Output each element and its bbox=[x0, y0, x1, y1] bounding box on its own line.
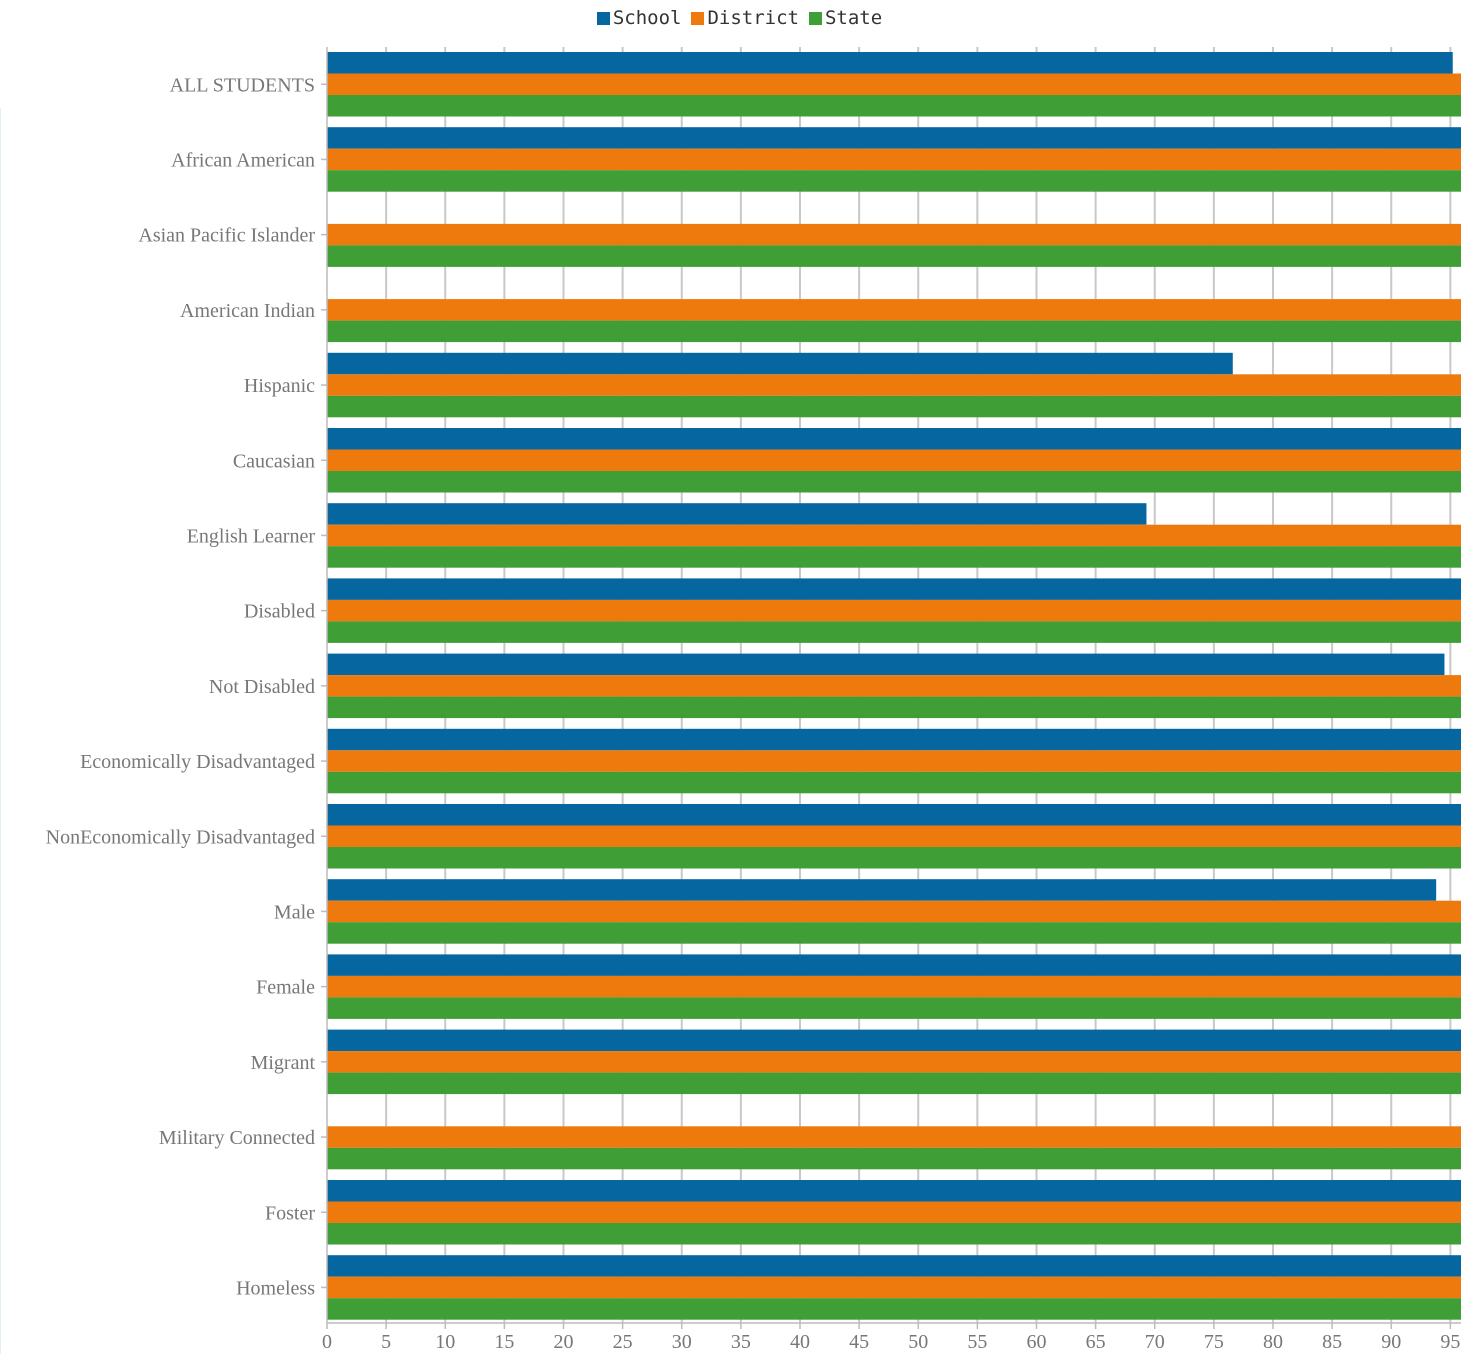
bar-district bbox=[327, 1051, 1461, 1073]
bar-state bbox=[327, 696, 1461, 719]
category-label: African American bbox=[171, 149, 315, 171]
category-label: Homeless bbox=[236, 1277, 315, 1299]
legend-label-state: State bbox=[824, 7, 883, 29]
bar-school bbox=[327, 503, 1147, 525]
bar-state bbox=[327, 245, 1461, 267]
x-tick-label: 65 bbox=[1086, 1331, 1106, 1353]
bar-district bbox=[327, 750, 1461, 772]
x-tick-label: 5 bbox=[381, 1331, 391, 1353]
bar-state bbox=[327, 771, 1461, 794]
bar-state bbox=[327, 546, 1461, 568]
bar-school bbox=[327, 653, 1445, 676]
bar-school bbox=[327, 127, 1461, 149]
legend-item-district[interactable]: District bbox=[691, 7, 799, 29]
x-tick-label: 40 bbox=[790, 1331, 810, 1353]
x-tick-label: 30 bbox=[672, 1331, 692, 1353]
legend-swatch-state bbox=[808, 12, 822, 25]
category-label: Foster bbox=[265, 1202, 315, 1224]
bar-state bbox=[327, 1223, 1461, 1245]
bar-district bbox=[327, 449, 1461, 471]
x-tick-label: 50 bbox=[908, 1331, 928, 1353]
legend-item-state[interactable]: State bbox=[808, 7, 883, 29]
axes: 0 5 10 15 20 25 30 35 40 45 50 55 60 65 70 75 80 85 90 95 AL… bbox=[46, 47, 1461, 1353]
bar-school bbox=[327, 578, 1461, 600]
bar-school bbox=[327, 728, 1461, 751]
category-label: Migrant bbox=[251, 1052, 316, 1074]
bar-district bbox=[327, 975, 1461, 998]
bar-school bbox=[327, 352, 1233, 375]
category-label: Not Disabled bbox=[209, 676, 315, 698]
x-tick-label: 10 bbox=[435, 1331, 455, 1353]
x-tick-label: 75 bbox=[1204, 1331, 1224, 1353]
bar-school bbox=[327, 879, 1437, 901]
bar-state bbox=[327, 997, 1461, 1019]
category-label: Asian Pacific Islander bbox=[138, 225, 315, 247]
chart-legend: School District State bbox=[0, 7, 1479, 29]
bar-school bbox=[327, 1255, 1461, 1277]
bar-state bbox=[327, 1147, 1461, 1170]
bar-state bbox=[327, 847, 1461, 869]
category-label: Hispanic bbox=[244, 375, 315, 397]
bar-state bbox=[327, 395, 1461, 418]
category-label: Military Connected bbox=[159, 1127, 315, 1149]
bar-state bbox=[327, 170, 1461, 192]
bar-state bbox=[327, 471, 1461, 493]
category-label: NonEconomically Disadvantaged bbox=[46, 826, 315, 848]
bar-school bbox=[327, 954, 1461, 976]
bar-district bbox=[327, 825, 1461, 847]
x-tick-label: 90 bbox=[1381, 1331, 1401, 1353]
bar-series bbox=[327, 52, 1461, 1320]
bar-state bbox=[327, 922, 1461, 944]
bar-state bbox=[327, 1072, 1461, 1095]
x-tick-label: 20 bbox=[553, 1331, 573, 1353]
bar-district bbox=[327, 1276, 1461, 1299]
bar-district bbox=[327, 1126, 1461, 1148]
bar-district bbox=[327, 524, 1461, 547]
bar-district bbox=[327, 299, 1461, 321]
bar-district bbox=[327, 900, 1461, 923]
bar-state bbox=[327, 320, 1461, 343]
bar-district bbox=[327, 1201, 1461, 1223]
category-label: Economically Disadvantaged bbox=[80, 751, 315, 773]
x-tick-label: 60 bbox=[1026, 1331, 1046, 1353]
x-tick-label: 15 bbox=[494, 1331, 514, 1353]
x-tick-label: 45 bbox=[849, 1331, 869, 1353]
x-tick-label: 80 bbox=[1263, 1331, 1283, 1353]
category-label: Disabled bbox=[244, 601, 315, 623]
x-tick-label: 25 bbox=[613, 1331, 633, 1353]
category-label: Female bbox=[256, 977, 315, 999]
legend-item-school[interactable]: School bbox=[596, 7, 682, 29]
bar-district bbox=[327, 223, 1461, 246]
category-label: ALL STUDENTS bbox=[170, 74, 315, 96]
legend-swatch-district bbox=[691, 12, 705, 25]
bar-state bbox=[327, 1298, 1461, 1320]
x-tick-label: 85 bbox=[1322, 1331, 1342, 1353]
legend-swatch-school bbox=[596, 12, 610, 25]
category-label: English Learner bbox=[187, 525, 316, 547]
bar-district bbox=[327, 599, 1461, 622]
legend-label-school: School bbox=[612, 7, 682, 29]
x-tick-label: 95 bbox=[1440, 1331, 1460, 1353]
bar-state bbox=[327, 621, 1461, 643]
legend-label-district: District bbox=[707, 7, 799, 29]
bar-district bbox=[327, 374, 1461, 396]
bar-school bbox=[327, 428, 1461, 450]
bar-district bbox=[327, 73, 1461, 95]
category-label: Male bbox=[274, 901, 315, 923]
category-label: American Indian bbox=[180, 300, 315, 322]
bar-district bbox=[327, 675, 1461, 697]
bar-state bbox=[327, 95, 1461, 117]
bar-school bbox=[327, 804, 1461, 826]
x-tick-label: 0 bbox=[322, 1331, 332, 1353]
bar-school bbox=[327, 1029, 1461, 1052]
category-label: Caucasian bbox=[233, 450, 315, 472]
bar-district bbox=[327, 148, 1461, 171]
x-tick-label: 70 bbox=[1145, 1331, 1165, 1353]
left-edge-divider bbox=[0, 108, 1, 1354]
x-tick-label: 55 bbox=[967, 1331, 987, 1353]
bar-school bbox=[327, 1180, 1461, 1202]
x-tick-label: 35 bbox=[731, 1331, 751, 1353]
bar-school bbox=[327, 52, 1453, 74]
